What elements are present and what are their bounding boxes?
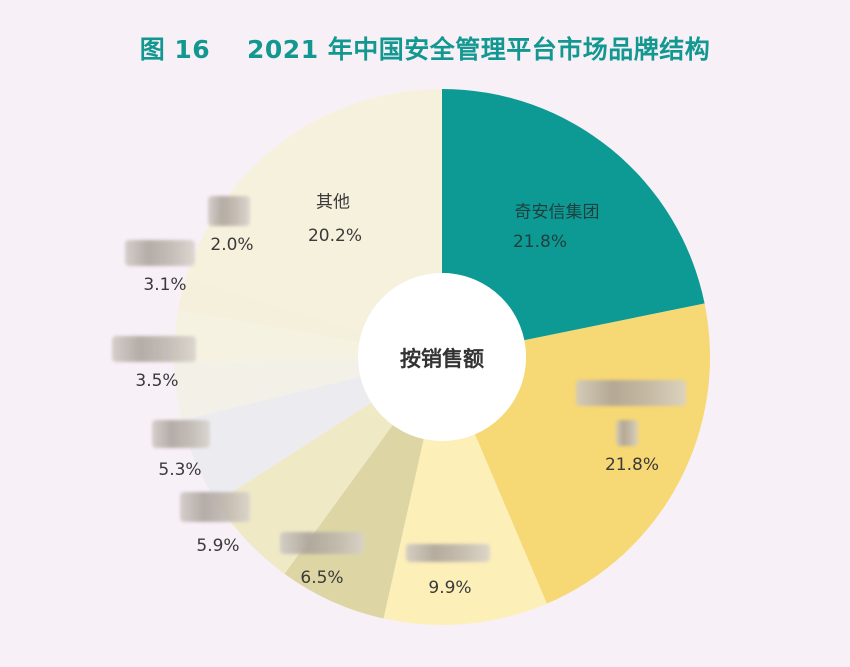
redacted-name-label — [576, 380, 686, 406]
slice-value-label: 3.5% — [135, 371, 179, 391]
slice-name-label: 奇安信集团 — [514, 202, 600, 223]
slice-6 — [174, 358, 361, 421]
slice-value-label: 21.8% — [604, 455, 660, 475]
redacted-name-label — [152, 420, 210, 448]
redacted-name-label — [125, 240, 195, 266]
slice-value-label: 20.2% — [307, 226, 363, 246]
redacted-name-label — [208, 196, 250, 226]
slice-value-label: 2.0% — [210, 235, 254, 255]
redacted-name-label — [112, 336, 196, 362]
slice-4 — [216, 402, 393, 574]
slice-value-label: 9.9% — [428, 578, 472, 598]
slice-value-label: 6.5% — [300, 568, 344, 588]
chart-title: 图 16 2021 年中国安全管理平台市场品牌结构 — [139, 35, 711, 64]
slice-7 — [174, 310, 360, 363]
slice-value-label: 5.3% — [158, 460, 202, 480]
slice-9 — [186, 88, 442, 333]
slice-3 — [284, 424, 424, 619]
slice-value-label: 5.9% — [196, 536, 240, 556]
donut-hole — [358, 273, 526, 441]
slice-8 — [178, 277, 362, 343]
slice-0 — [442, 89, 705, 341]
redacted-name-label — [616, 420, 638, 446]
slice-5 — [181, 376, 372, 503]
redacted-name-label — [406, 544, 490, 562]
slice-1 — [474, 303, 710, 604]
redacted-name-label — [180, 492, 250, 522]
slice-2 — [383, 434, 547, 625]
slice-value-label: 21.8% — [512, 232, 568, 252]
redacted-name-label — [280, 532, 364, 554]
slice-value-label: 3.1% — [143, 275, 187, 295]
center-label: 按销售额 — [400, 347, 484, 371]
slice-name-label: 其他 — [316, 192, 350, 213]
